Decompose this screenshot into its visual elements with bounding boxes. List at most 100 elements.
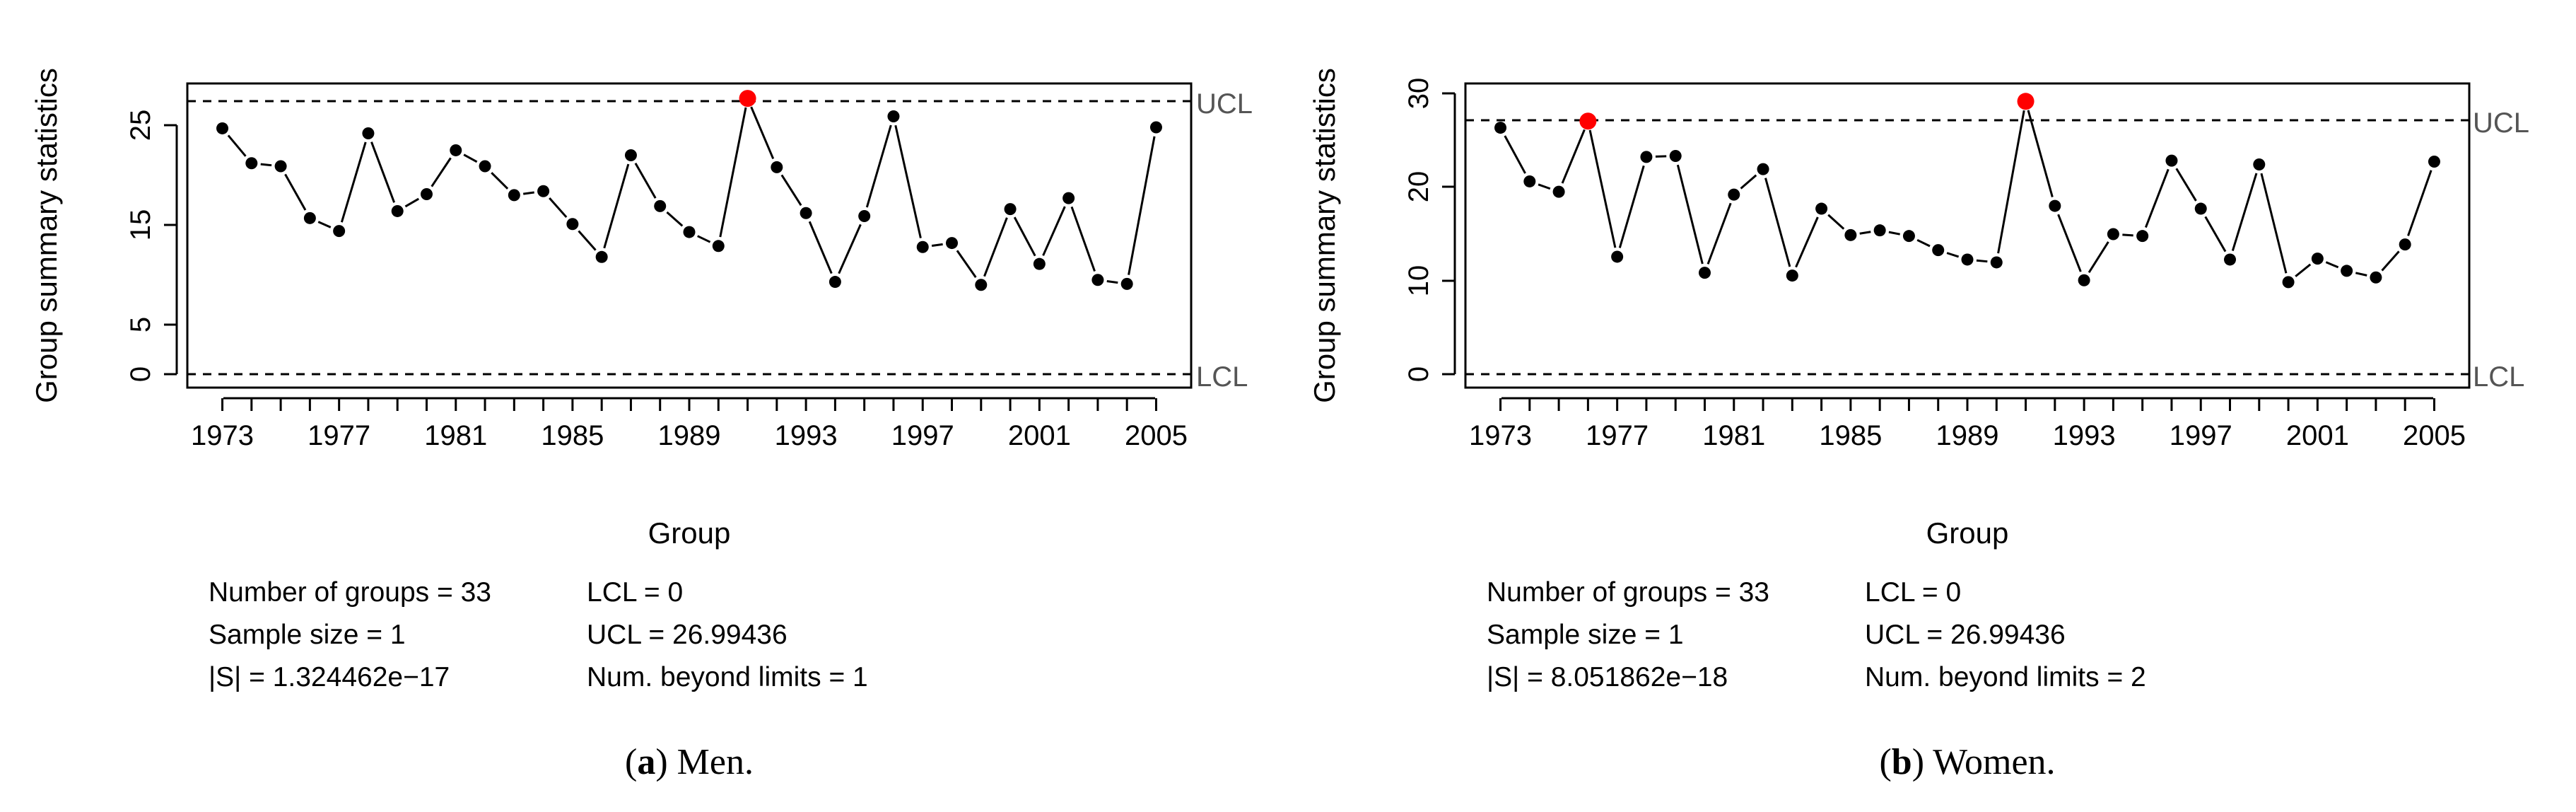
data-point (1523, 175, 1536, 187)
data-point (683, 226, 696, 238)
x-ticks: 1973 1977 1981 1985 1989 1993 1997 2001 2005 (191, 398, 1188, 451)
data-point (2282, 276, 2295, 289)
data-point (333, 225, 346, 238)
data-point (2370, 271, 2382, 284)
data-point (508, 189, 520, 202)
caption-text: Men. (677, 742, 754, 782)
ucl-label: UCL (1196, 88, 1253, 120)
series-segment (1916, 238, 1931, 248)
stat-ucl: UCL = 26.99436 (587, 620, 788, 650)
data-point (771, 161, 783, 173)
series-segment (2355, 272, 2367, 277)
series-segment (2325, 261, 2339, 269)
series-segment (227, 134, 247, 157)
x-tick-label: 1985 (541, 420, 604, 451)
x-tick-label: 1985 (1819, 420, 1882, 451)
y-axis-title: Group summary statistics (1308, 68, 1341, 403)
series-segment (1740, 174, 1757, 190)
caption-letter: a (637, 742, 655, 782)
series-segment (549, 197, 568, 219)
data-point (1786, 269, 1798, 282)
y-tick-label: 10 (1403, 265, 1434, 297)
series-segment (2204, 216, 2227, 253)
stat-groups: Number of groups = 33 (1487, 577, 1769, 608)
data-point (1902, 230, 1915, 243)
data-point (916, 240, 929, 253)
series-segment (780, 174, 802, 207)
data-point (1149, 121, 1162, 134)
data-point (1120, 277, 1133, 290)
series-segment (260, 163, 272, 167)
series-segment (463, 153, 478, 163)
y-tick-label: 15 (125, 209, 156, 241)
plot-frame (1464, 82, 2471, 389)
data-point (1494, 122, 1507, 134)
series-segment (1128, 136, 1156, 275)
series-segment (1946, 252, 1960, 258)
series-segment (1706, 202, 1732, 265)
series-segment (578, 230, 597, 251)
data-point (654, 199, 667, 212)
series-segment (1042, 206, 1066, 256)
series-segment (956, 250, 977, 278)
data-point (887, 110, 900, 123)
series-segment (838, 224, 862, 274)
series-segment (2295, 263, 2312, 277)
data-point (858, 210, 871, 223)
data-point (420, 187, 433, 200)
stat-lcl: LCL = 0 (587, 577, 683, 608)
stat-beyond: Num. beyond limits = 1 (587, 662, 868, 692)
data-point (362, 127, 375, 139)
series-segment (1859, 231, 1871, 235)
stat-sample-size: Sample size = 1 (1487, 620, 1684, 650)
series-segment (1976, 259, 1988, 263)
series-segment (1106, 280, 1118, 284)
series-segment (634, 163, 657, 199)
series-segment (1504, 135, 1526, 174)
data-point (1091, 274, 1104, 286)
x-tick-label: 1997 (2170, 420, 2232, 451)
data-point (274, 160, 287, 173)
data-point (595, 250, 608, 263)
data-point (391, 204, 404, 217)
series-segment (317, 221, 332, 228)
data-point (1669, 150, 1682, 163)
data-point (1961, 253, 1974, 266)
data-point-beyond-limit (2017, 93, 2035, 110)
stat-beyond: Num. beyond limits = 2 (1865, 662, 2146, 692)
data-point (2194, 202, 2207, 215)
plot-frame (186, 82, 1193, 389)
data-point (2165, 154, 2178, 167)
lcl-label: LCL (2473, 361, 2524, 393)
data-point (1552, 185, 1565, 198)
series-segment (666, 211, 684, 227)
series-segment (340, 141, 367, 223)
data-point (1062, 192, 1075, 204)
series-segment (2175, 168, 2197, 202)
series-segment (1070, 206, 1096, 272)
caption-women: (b) Women. (1879, 742, 2055, 782)
data-point (2399, 238, 2411, 251)
series-segment (1827, 214, 1845, 230)
series-segment (750, 106, 775, 160)
stats-women: Number of groups = 33 Sample size = 1 |S… (1487, 577, 2146, 692)
stat-det: |S| = 1.324462e−17 (209, 662, 450, 692)
series-segment (2407, 170, 2432, 236)
data-point (2341, 265, 2353, 277)
series-segment (2057, 214, 2082, 272)
series-segment (1588, 129, 1617, 248)
data-point (1033, 257, 1046, 270)
lcl-label: LCL (1196, 361, 1248, 393)
data-point (1990, 256, 2003, 269)
series-women (1494, 93, 2440, 289)
y-tick-label: 0 (1403, 366, 1434, 382)
data-point (1611, 250, 1624, 263)
data-point (1698, 267, 1711, 279)
data-point (2311, 253, 2324, 265)
series-segment (697, 235, 711, 243)
data-point (829, 276, 841, 289)
data-point-beyond-limit (739, 90, 756, 108)
data-point (1004, 203, 1017, 216)
series-segment (865, 124, 892, 208)
